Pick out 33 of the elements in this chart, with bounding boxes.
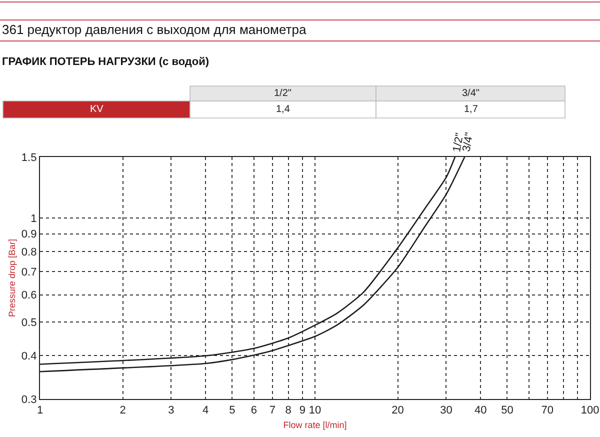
x-tick-label: 20 xyxy=(392,404,404,416)
x-tick-label: 30 xyxy=(440,404,452,416)
y-tick-label: 1.5 xyxy=(21,152,37,164)
y-axis-title: Pressure drop [Bar] xyxy=(6,238,17,318)
x-tick-label: 4 xyxy=(202,404,209,416)
x-tick-label: 2 xyxy=(120,404,126,416)
text: 1/2" xyxy=(274,88,292,99)
x-tick-label: 6 xyxy=(250,404,258,416)
y-tick-label: 0.4 xyxy=(21,350,37,363)
y-tick-label: 0.9 xyxy=(21,228,37,241)
text: 1,4 xyxy=(276,104,290,115)
text: 3/4" xyxy=(462,88,480,99)
x-tick-label: 40 xyxy=(474,404,487,416)
x-tick-label: 8 xyxy=(285,404,292,416)
x-tick-label: 10 xyxy=(308,404,322,416)
text: 1,7 xyxy=(464,104,478,115)
y-tick-label: 0.3 xyxy=(21,394,37,406)
chart-title: 361 редуктор давления с выходом для манометра xyxy=(2,22,307,37)
text: KV xyxy=(90,104,104,115)
x-tick-label: 7 xyxy=(269,404,276,416)
x-tick-label: 100 xyxy=(580,404,600,416)
x-tick-label: 5 xyxy=(229,404,236,416)
x-tick-label: 50 xyxy=(501,404,514,416)
chart-subtitle: ГРАФИК ПОТЕРЬ НАГРУЗКИ (с водой) xyxy=(2,56,210,68)
x-tick-label: 3 xyxy=(168,404,174,416)
y-tick-label: 0.7 xyxy=(21,266,37,278)
y-tick-label: 0.5 xyxy=(21,317,37,330)
x-tick-label: 9 xyxy=(299,404,306,416)
y-tick-label: 0.6 xyxy=(21,290,37,302)
y-tick-label: 0.8 xyxy=(21,246,37,258)
y-tick-label: 1 xyxy=(30,212,37,225)
x-axis-title: Flow rate [l/min] xyxy=(283,420,347,430)
x-tick-label: 70 xyxy=(541,404,554,416)
